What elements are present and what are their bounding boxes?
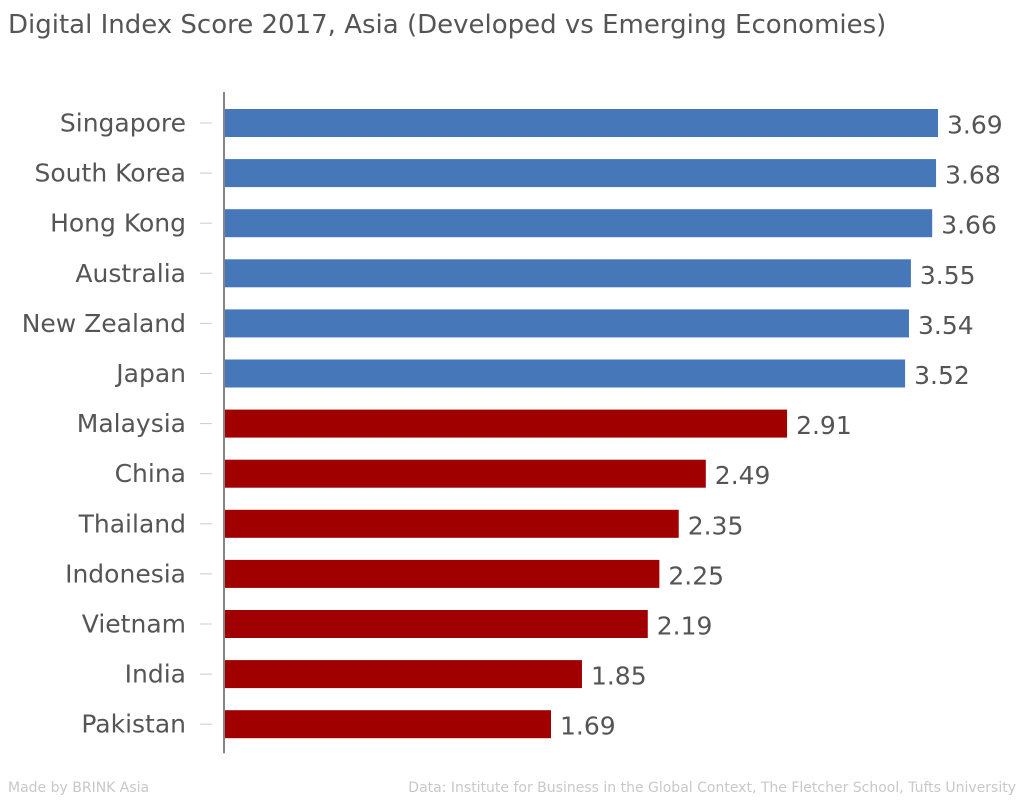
category-label-singapore: Singapore xyxy=(60,109,186,138)
bar-vietnam xyxy=(225,610,648,638)
bar-south-korea xyxy=(225,159,937,188)
category-label-hong-kong: Hong Kong xyxy=(50,209,186,238)
category-label-indonesia: Indonesia xyxy=(65,559,186,588)
category-label-china: China xyxy=(115,459,186,488)
category-label-new-zealand: New Zealand xyxy=(22,309,186,338)
bar-new-zealand xyxy=(225,309,909,338)
credit-text: Made by BRINK Asia xyxy=(8,780,150,796)
value-label-pakistan: 1.69 xyxy=(560,712,616,741)
value-label-hong-kong: 3.66 xyxy=(941,211,997,240)
value-label-singapore: 3.69 xyxy=(947,111,1003,140)
value-label-new-zealand: 3.54 xyxy=(918,311,974,340)
value-label-vietnam: 2.19 xyxy=(657,612,713,641)
value-label-thailand: 2.35 xyxy=(688,511,744,540)
bar-japan xyxy=(225,359,906,388)
category-label-south-korea: South Korea xyxy=(35,159,186,188)
category-label-malaysia: Malaysia xyxy=(77,409,186,438)
value-label-australia: 3.55 xyxy=(920,261,976,290)
bar-australia xyxy=(225,259,911,288)
category-label-pakistan: Pakistan xyxy=(81,710,186,739)
source-text: Data: Institute for Business in the Glob… xyxy=(408,780,1016,796)
value-label-south-korea: 3.68 xyxy=(945,161,1001,190)
bar-india xyxy=(225,660,582,689)
category-label-vietnam: Vietnam xyxy=(82,610,186,639)
category-label-india: India xyxy=(125,660,186,689)
bar-china xyxy=(225,459,706,488)
chart-title: Digital Index Score 2017, Asia (Develope… xyxy=(8,10,887,40)
category-label-thailand: Thailand xyxy=(78,509,186,538)
value-label-indonesia: 2.25 xyxy=(668,561,724,590)
bar-singapore xyxy=(225,109,938,137)
value-label-japan: 3.52 xyxy=(914,361,970,390)
category-label-japan: Japan xyxy=(114,359,186,388)
bar-indonesia xyxy=(225,559,660,588)
value-label-india: 1.85 xyxy=(591,662,647,691)
bar-hong-kong xyxy=(225,209,933,238)
bar-malaysia xyxy=(225,409,788,438)
bar-thailand xyxy=(225,509,679,538)
bar-pakistan xyxy=(225,710,552,739)
value-label-china: 2.49 xyxy=(715,461,771,490)
value-label-malaysia: 2.91 xyxy=(796,411,852,440)
category-label-australia: Australia xyxy=(75,259,186,288)
